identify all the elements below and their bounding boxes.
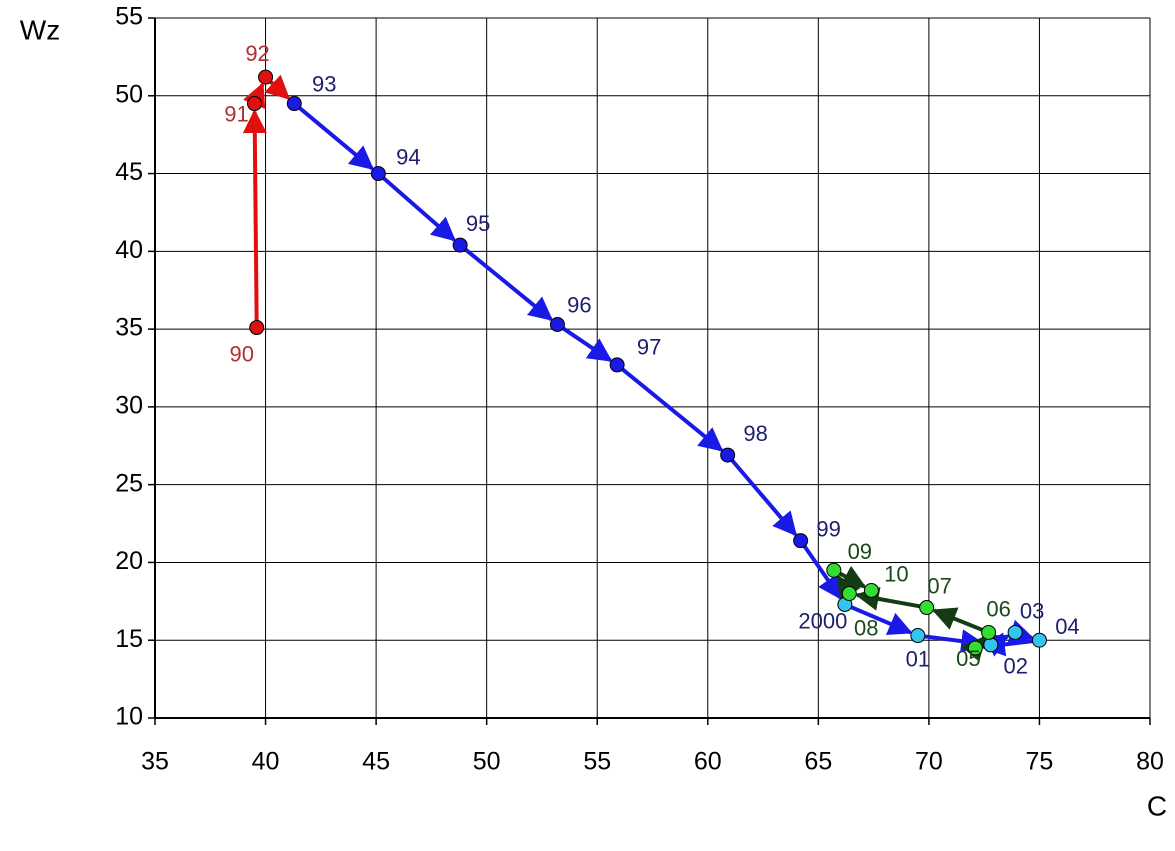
point [841, 586, 857, 602]
point-label: 01 [906, 646, 930, 671]
point-label: 95 [466, 211, 490, 236]
point [258, 69, 274, 85]
x-tick-label: 40 [252, 748, 280, 776]
point [1031, 632, 1047, 648]
arrow-segment [556, 322, 613, 363]
x-tick-label: 45 [362, 748, 390, 776]
arrow-segment [726, 453, 798, 537]
x-tick-label: 70 [915, 748, 943, 776]
y-tick-label: 55 [115, 3, 143, 31]
point-label: 07 [927, 573, 951, 598]
point [720, 447, 736, 463]
point-label: 06 [986, 596, 1010, 621]
arrow-segment [242, 109, 267, 328]
point-label: 09 [848, 539, 872, 564]
y-tick-label: 40 [115, 236, 143, 264]
x-tick-label: 65 [804, 748, 832, 776]
arrow-segment [458, 243, 554, 321]
point [609, 357, 625, 373]
point [370, 166, 386, 182]
y-tick-label: 20 [115, 547, 143, 575]
point-label: 98 [743, 421, 767, 446]
point [910, 628, 926, 644]
point-label: 05 [956, 646, 980, 671]
point [793, 533, 809, 549]
point-label: 97 [637, 335, 661, 360]
point [981, 624, 997, 640]
x-tick-label: 60 [694, 748, 722, 776]
x-axis-title: C [1147, 790, 1167, 821]
arrow-segment [799, 539, 842, 600]
point-label: 94 [396, 144, 420, 169]
y-tick-label: 35 [115, 314, 143, 342]
point [249, 320, 265, 336]
point [967, 640, 983, 656]
point-label: 93 [312, 71, 336, 96]
point [452, 237, 468, 253]
x-tick-label: 35 [141, 748, 169, 776]
point-label: 90 [229, 341, 253, 366]
x-tick-label: 55 [583, 748, 611, 776]
point-label: 99 [816, 516, 840, 541]
y-tick-label: 15 [115, 625, 143, 653]
point-label: 91 [224, 101, 248, 126]
y-tick-label: 25 [115, 469, 143, 497]
y-tick-label: 30 [115, 391, 143, 419]
point-label: 02 [1004, 654, 1028, 679]
point [1007, 624, 1023, 640]
point-label: 96 [567, 292, 591, 317]
x-tick-label: 50 [473, 748, 501, 776]
point-label: 10 [884, 561, 908, 586]
point-label: 03 [1020, 598, 1044, 623]
x-tick-label: 80 [1136, 748, 1164, 776]
y-axis-title: Wz [20, 14, 60, 45]
arrow-segment [931, 607, 990, 635]
arrow-segment [293, 102, 375, 170]
y-tick-label: 45 [115, 158, 143, 186]
point [826, 562, 842, 578]
point [919, 600, 935, 616]
point [247, 96, 262, 112]
x-tick-label: 75 [1026, 748, 1054, 776]
arrow-segment [615, 363, 724, 452]
point [549, 316, 565, 332]
point [983, 637, 999, 653]
y-tick-label: 50 [115, 80, 143, 108]
y-tick-label: 10 [115, 703, 143, 731]
point-label: 04 [1055, 614, 1079, 639]
point-label: 2000 [798, 608, 847, 633]
point-label: 92 [245, 41, 269, 66]
point [286, 96, 302, 112]
point [863, 582, 879, 598]
arrow-segment [377, 172, 456, 242]
point-label: 08 [854, 615, 878, 640]
